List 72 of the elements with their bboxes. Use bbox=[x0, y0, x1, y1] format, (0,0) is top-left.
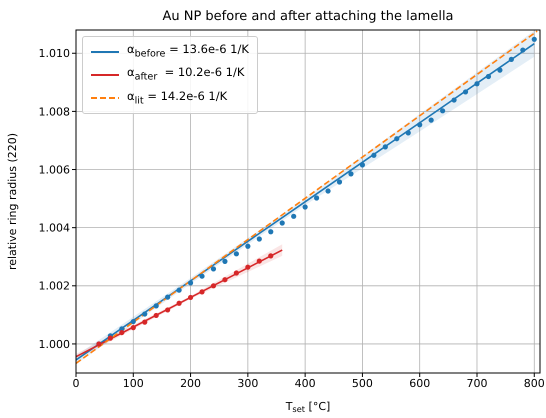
x-tick-label: 300 bbox=[237, 376, 258, 390]
point bbox=[394, 136, 400, 142]
point bbox=[130, 325, 136, 330]
point bbox=[451, 97, 457, 103]
point bbox=[199, 274, 205, 279]
point bbox=[210, 283, 216, 288]
point bbox=[371, 152, 376, 158]
y-tick-label: 1.008 bbox=[38, 105, 70, 118]
point bbox=[245, 264, 250, 270]
point bbox=[280, 220, 285, 226]
point bbox=[336, 179, 342, 185]
x-axis-title: T$_{set}$ [°C] bbox=[284, 400, 330, 414]
point bbox=[268, 253, 274, 258]
point bbox=[176, 288, 182, 293]
point bbox=[130, 318, 136, 324]
x-tick-label: 200 bbox=[180, 376, 202, 390]
point bbox=[486, 74, 492, 80]
x-tick-label: 700 bbox=[466, 376, 488, 390]
legend-label: α$_{after}$ = 10.2e-6 1/K bbox=[127, 64, 244, 85]
y-tick-label: 1.002 bbox=[38, 280, 70, 293]
point bbox=[234, 251, 239, 256]
point bbox=[234, 270, 239, 276]
x-tick-label: 600 bbox=[409, 376, 430, 390]
point bbox=[497, 68, 502, 73]
x-tick-label: 800 bbox=[524, 376, 545, 390]
legend-label: α$_{lit}$ = 14.2e-6 1/K bbox=[127, 88, 228, 108]
point bbox=[406, 130, 411, 136]
point bbox=[291, 214, 296, 219]
x-tick-label: 0 bbox=[72, 376, 80, 390]
point bbox=[199, 289, 205, 294]
point bbox=[154, 303, 159, 308]
x-tick-label: 500 bbox=[352, 376, 373, 390]
point bbox=[268, 229, 274, 234]
point bbox=[428, 118, 434, 123]
point bbox=[440, 108, 446, 114]
chart-title: Au NP before and after attaching the lamella bbox=[162, 9, 454, 24]
point bbox=[188, 294, 194, 300]
point bbox=[256, 258, 262, 264]
point bbox=[302, 204, 308, 210]
y-tick-label: 1.006 bbox=[38, 163, 70, 176]
point bbox=[462, 89, 468, 95]
point bbox=[108, 336, 113, 341]
point bbox=[245, 244, 250, 249]
point bbox=[360, 162, 366, 168]
point bbox=[165, 307, 170, 313]
point bbox=[142, 311, 148, 317]
y-tick-label: 1.010 bbox=[38, 47, 70, 60]
point bbox=[119, 330, 124, 336]
point bbox=[325, 188, 331, 194]
legend-label: α$_{before}$ = 13.6e-6 1/K bbox=[127, 41, 249, 62]
point bbox=[417, 122, 422, 128]
point bbox=[314, 195, 320, 201]
y-tick-label: 1.004 bbox=[38, 222, 70, 235]
point bbox=[165, 294, 170, 300]
point bbox=[474, 81, 480, 86]
point bbox=[210, 266, 216, 272]
point bbox=[382, 144, 388, 150]
y-axis-title: relative ring radius (220) bbox=[6, 132, 19, 270]
y-tick-label: 1.000 bbox=[38, 338, 70, 351]
x-tick-label: 100 bbox=[122, 376, 144, 390]
point bbox=[176, 300, 182, 306]
point bbox=[142, 320, 148, 325]
point bbox=[188, 280, 194, 286]
point bbox=[520, 47, 526, 53]
x-tick-label: 400 bbox=[294, 376, 316, 390]
point bbox=[154, 312, 159, 318]
point bbox=[256, 236, 262, 242]
point bbox=[532, 36, 537, 42]
point bbox=[508, 56, 514, 62]
point bbox=[222, 277, 228, 282]
point bbox=[222, 258, 228, 264]
point bbox=[348, 171, 354, 176]
